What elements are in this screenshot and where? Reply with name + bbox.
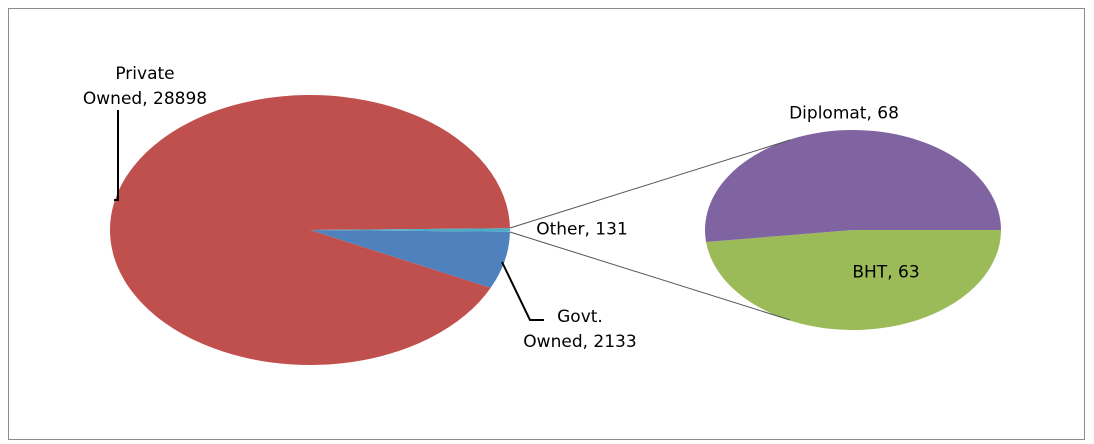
pie-slice — [705, 130, 1001, 242]
connector-line — [509, 139, 791, 229]
pie-slice — [706, 230, 1001, 331]
pie-slice — [310, 230, 510, 288]
leader-line — [501, 261, 544, 321]
leader-line — [114, 110, 119, 201]
data-label: Other, 131 — [536, 219, 628, 240]
data-label: BHT, 63 — [852, 262, 920, 283]
data-label: Diplomat, 68 — [789, 103, 899, 124]
data-label: Private Owned, 28898 — [82, 64, 208, 109]
pie-slice — [310, 228, 511, 232]
connector-line — [509, 231, 791, 321]
data-label: Govt. Owned, 2133 — [523, 307, 637, 352]
pie-slice — [110, 95, 510, 366]
